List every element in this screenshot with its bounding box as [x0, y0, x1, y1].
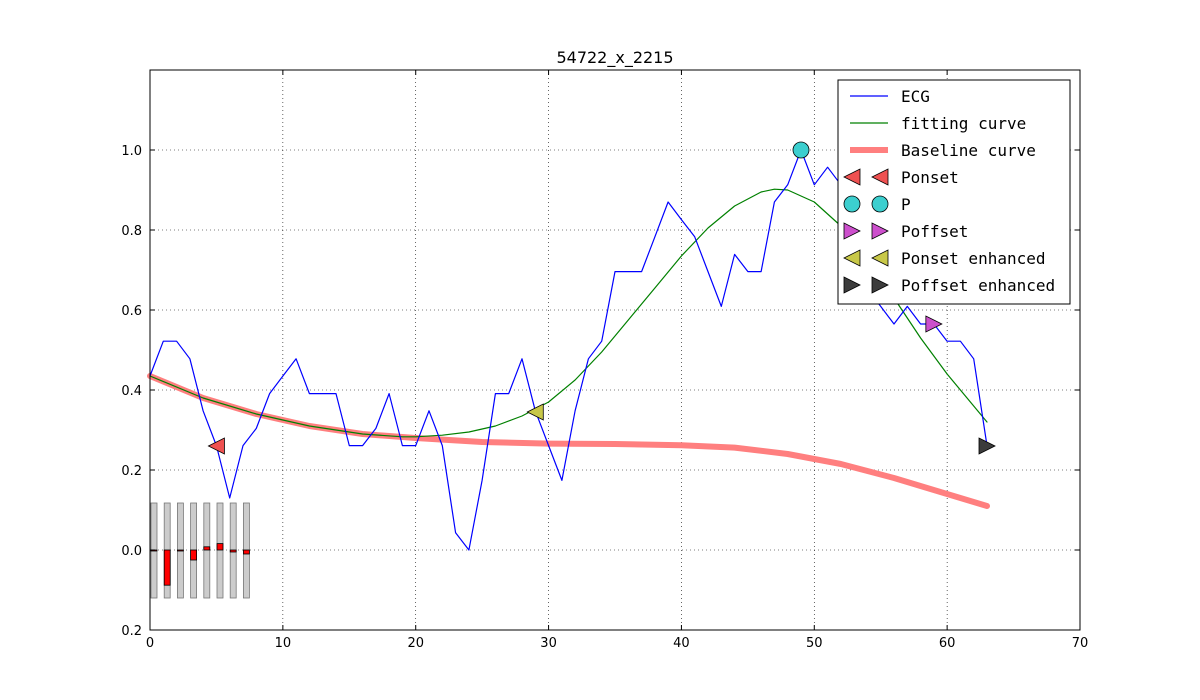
inset-bar [163, 549, 171, 586]
legend-entry: Ponset enhanced [843, 249, 1046, 268]
y-tick-label: 0.6 [121, 304, 142, 319]
plot-frame [149, 69, 1081, 631]
y-tick-label: 0.2 [121, 624, 142, 639]
inset-bar [229, 549, 237, 553]
legend-marker-swatch [871, 276, 889, 294]
legend-label: Poffset [901, 222, 968, 241]
legend-marker-swatch [871, 168, 889, 186]
legend-label: Poffset enhanced [901, 276, 1055, 295]
legend-entry: Baseline curve [850, 141, 1036, 160]
legend-label: fitting curve [901, 114, 1026, 133]
legend-entry: fitting curve [850, 114, 1026, 133]
legend-label: Ponset [901, 168, 959, 187]
inset-bar [242, 549, 250, 555]
legend-label: ECG [901, 87, 930, 106]
legend-box [837, 79, 1071, 305]
legend-marker-swatch [843, 276, 861, 294]
y-tick-label: 0.8 [121, 224, 142, 239]
legend-label: Baseline curve [901, 141, 1036, 160]
legend-marker-swatch [843, 222, 861, 240]
legend-marker-swatch [843, 168, 861, 186]
legend-entry: P [843, 195, 911, 214]
legend-marker-swatch [871, 222, 889, 240]
legend-entry: Ponset [843, 168, 959, 187]
inset-bar [176, 549, 184, 552]
inset-bar [216, 543, 224, 551]
legend-label: Ponset enhanced [901, 249, 1046, 268]
marker-p [792, 141, 810, 159]
y-tick-label: 0.4 [121, 384, 142, 399]
inset-bar [203, 546, 211, 551]
axis-ticks: 0 10 20 30 40 50 60 70 0.2 0.0 0.2 0.4 0.6 0.8 1.0 [121, 70, 1088, 651]
legend: ECG fitting curve Baseline curve Ponset P Pof… [837, 79, 1071, 305]
inset-bar-background [203, 502, 211, 599]
inset-bar [190, 549, 198, 561]
x-tick-label: 70 [1072, 636, 1089, 651]
legend-marker-swatch [871, 249, 889, 267]
point-markers [207, 141, 996, 455]
marker-ponset [207, 437, 225, 455]
x-tick-label: 30 [540, 636, 557, 651]
inset-bars [150, 502, 250, 599]
x-tick-label: 60 [939, 636, 956, 651]
legend-marker-swatch [843, 195, 861, 213]
x-tick-label: 40 [673, 636, 690, 651]
x-tick-label: 10 [275, 636, 292, 651]
legend-label: P [901, 195, 911, 214]
legend-marker-swatch [843, 249, 861, 267]
inset-bar-background [216, 502, 224, 599]
marker-poffset [925, 315, 943, 333]
legend-entry: Poffset enhanced [843, 276, 1055, 295]
y-tick-label: 1.0 [121, 144, 142, 159]
marker-ponset-enhanced [526, 403, 544, 421]
legend-marker-swatch [871, 195, 889, 213]
y-tick-label: 0.0 [121, 544, 142, 559]
legend-entry: Poffset [843, 222, 968, 241]
grid-lines [150, 70, 1080, 630]
chart-title: 54722_x_2215 [556, 48, 673, 68]
x-tick-label: 20 [407, 636, 424, 651]
x-tick-label: 50 [806, 636, 823, 651]
legend-entry: ECG [850, 87, 930, 106]
marker-poffset-enhanced [978, 437, 996, 455]
x-tick-label: 0 [146, 636, 154, 651]
y-tick-label: 0.2 [121, 464, 142, 479]
